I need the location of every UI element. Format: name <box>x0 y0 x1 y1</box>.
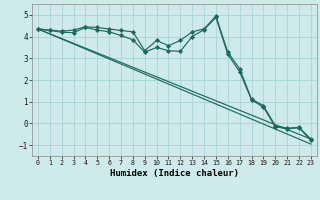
X-axis label: Humidex (Indice chaleur): Humidex (Indice chaleur) <box>110 169 239 178</box>
